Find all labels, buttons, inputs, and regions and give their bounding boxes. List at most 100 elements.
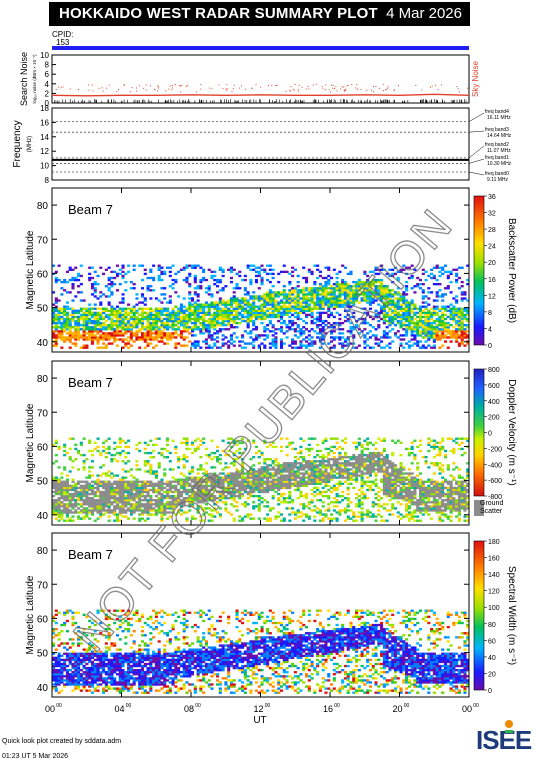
heatmap-cell <box>60 509 64 512</box>
heatmap-cell <box>99 492 103 496</box>
heatmap-cell <box>252 323 256 327</box>
heatmap-cell <box>124 309 128 312</box>
heatmap-cell <box>249 311 253 315</box>
heatmap-cell <box>140 323 145 327</box>
heatmap-cell <box>224 503 228 506</box>
heatmap-cell <box>165 492 170 496</box>
heatmap-cell <box>418 340 423 343</box>
heatmap-cell <box>102 338 106 341</box>
heatmap-cell <box>393 291 398 294</box>
heatmap-cell <box>85 476 89 479</box>
heatmap-cell <box>218 323 222 327</box>
heatmap-cell <box>282 470 286 473</box>
heatmap-cell <box>104 503 108 506</box>
heatmap-cell <box>96 338 100 341</box>
heatmap-cell <box>291 289 295 292</box>
heatmap-cell <box>349 295 353 298</box>
heatmap-cell <box>227 307 231 310</box>
heatmap-cell <box>366 280 370 284</box>
heatmap-cell <box>79 328 83 331</box>
heatmap-cell <box>285 484 289 488</box>
heatmap-cell <box>96 505 100 508</box>
heatmap-cell <box>146 470 150 473</box>
heatmap-cell <box>63 490 67 494</box>
heatmap-cell <box>113 496 117 500</box>
heatmap-cell <box>149 311 153 315</box>
heatmap-cell <box>282 517 286 520</box>
sky-noise-point <box>378 87 380 89</box>
heatmap-cell <box>235 299 239 302</box>
sky-noise-point <box>308 88 310 90</box>
heatmap-cell <box>266 293 270 296</box>
heatmap-cell <box>63 321 67 325</box>
heatmap-cell <box>99 505 103 508</box>
heatmap-cell <box>113 492 117 496</box>
heatmap-cell <box>291 287 295 290</box>
heatmap-cell <box>249 476 253 479</box>
heatmap-cell <box>260 282 264 286</box>
heatmap-cell <box>74 266 78 269</box>
heatmap-cell <box>227 313 231 317</box>
heatmap-cell <box>327 293 331 296</box>
heatmap-cell <box>107 276 111 280</box>
heatmap-cell <box>216 332 220 335</box>
heatmap-cell <box>65 484 69 488</box>
heatmap-cell <box>74 336 78 339</box>
heatmap-cell <box>441 330 445 333</box>
heatmap-cell <box>191 503 195 506</box>
heatmap-cell <box>96 490 100 494</box>
heatmap-cell <box>257 484 261 488</box>
heatmap-cell <box>455 268 459 271</box>
heatmap-cell <box>418 317 423 321</box>
heatmap-cell <box>85 503 89 506</box>
sky-noise-point <box>305 88 307 90</box>
heatmap-cell <box>121 449 125 453</box>
heatmap-cell <box>396 278 400 282</box>
heatmap-cell <box>391 340 395 343</box>
heatmap-cell <box>204 482 208 485</box>
heatmap-cell <box>154 313 158 317</box>
heatmap-cell <box>90 334 94 337</box>
heatmap-cell <box>360 299 364 302</box>
heatmap-cell <box>232 287 236 290</box>
heatmap-cell <box>104 328 108 331</box>
heatmap-cell <box>110 328 114 331</box>
heatmap-cell <box>313 303 317 306</box>
heatmap-cell <box>246 303 250 306</box>
heatmap-cell <box>174 480 178 483</box>
heatmap-cell <box>218 303 222 306</box>
heatmap-cell <box>82 299 86 302</box>
heatmap-cell <box>174 317 178 321</box>
heatmap-cell <box>382 313 386 317</box>
heatmap-cell <box>54 321 58 325</box>
heatmap-cell <box>232 486 236 490</box>
heatmap-cell <box>424 295 428 298</box>
heatmap-cell <box>154 503 158 506</box>
heatmap-cell <box>374 315 378 319</box>
heatmap-cell <box>318 315 322 319</box>
heatmap-cell <box>68 519 72 522</box>
heatmap-cell <box>293 309 297 312</box>
heatmap-cell <box>266 490 270 494</box>
heatmap-cell <box>363 285 367 288</box>
heatmap-cell <box>377 303 381 306</box>
heatmap-cell <box>249 303 253 306</box>
heatmap-cell <box>213 270 217 274</box>
heatmap-cell <box>360 282 364 286</box>
heatmap-cell <box>446 270 450 274</box>
heatmap-cell <box>357 328 361 331</box>
heatmap-cell <box>174 494 178 498</box>
heatmap-cell <box>338 338 342 341</box>
heatmap-cell <box>182 437 186 440</box>
heatmap-cell <box>327 268 331 271</box>
heatmap-cell <box>246 293 250 296</box>
heatmap-cell <box>174 488 178 492</box>
heatmap-cell <box>277 484 281 488</box>
heatmap-cell <box>346 287 350 290</box>
heatmap-cell <box>193 484 197 488</box>
heatmap-cell <box>380 264 384 267</box>
heatmap-cell <box>274 307 278 310</box>
band-name: freq band2 <box>485 142 509 148</box>
heatmap-cell <box>282 297 286 300</box>
heatmap-cell <box>307 268 311 271</box>
